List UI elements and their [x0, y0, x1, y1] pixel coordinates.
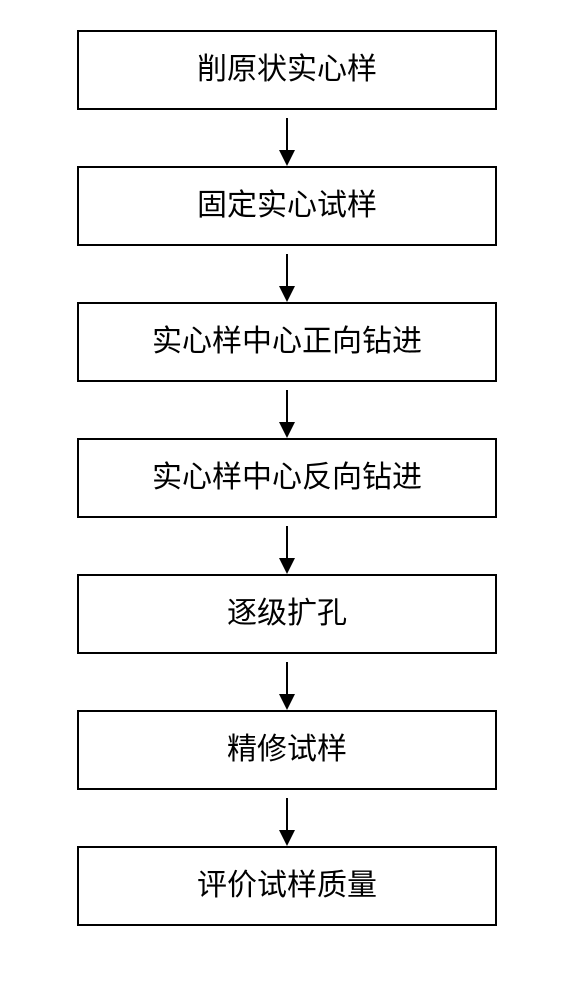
arrow-head-icon — [279, 830, 295, 846]
flow-step-7-label: 评价试样质量 — [197, 868, 377, 904]
flow-step-6: 精修试样 — [77, 710, 497, 790]
flow-step-2: 固定实心试样 — [77, 166, 497, 246]
flow-step-2-label: 固定实心试样 — [197, 188, 377, 224]
arrow-head-icon — [279, 694, 295, 710]
arrow-4-5 — [286, 518, 288, 574]
arrow-head-icon — [279, 558, 295, 574]
arrow-head-icon — [279, 286, 295, 302]
flow-step-3-label: 实心样中心正向钻进 — [152, 324, 422, 360]
arrow-1-2 — [286, 110, 288, 166]
arrow-2-3 — [286, 246, 288, 302]
flow-step-6-label: 精修试样 — [227, 732, 347, 768]
arrow-6-7 — [286, 790, 288, 846]
arrow-5-6 — [286, 654, 288, 710]
flow-step-5-label: 逐级扩孔 — [227, 596, 347, 632]
flow-step-5: 逐级扩孔 — [77, 574, 497, 654]
flow-step-4: 实心样中心反向钻进 — [77, 438, 497, 518]
arrow-head-icon — [279, 422, 295, 438]
arrow-head-icon — [279, 150, 295, 166]
flow-step-1: 削原状实心样 — [77, 30, 497, 110]
arrow-3-4 — [286, 382, 288, 438]
flow-step-3: 实心样中心正向钻进 — [77, 302, 497, 382]
flow-step-4-label: 实心样中心反向钻进 — [152, 460, 422, 496]
flow-step-1-label: 削原状实心样 — [197, 52, 377, 88]
flow-step-7: 评价试样质量 — [77, 846, 497, 926]
